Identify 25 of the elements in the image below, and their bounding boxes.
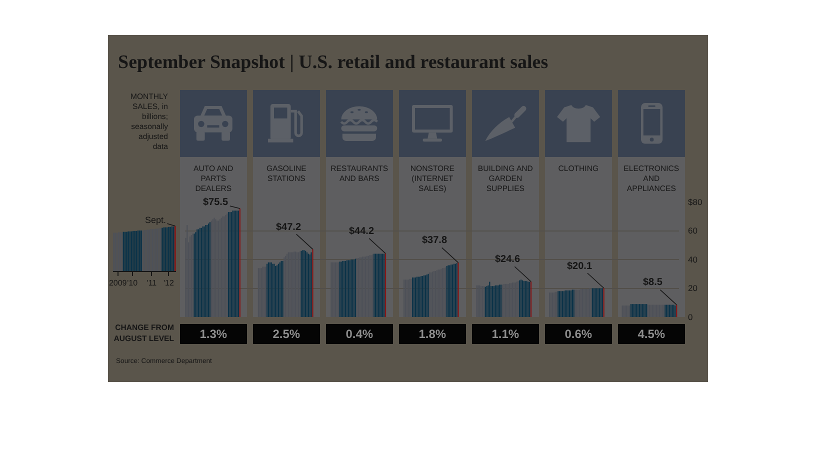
text: 1.1% [492, 326, 520, 340]
text: September Snapshot | U.S. retail and restaurant sales [118, 52, 548, 74]
text: 0.4% [346, 326, 374, 340]
text: 0.6% [564, 326, 592, 340]
x-tick-label: '11 [146, 278, 158, 288]
data-label: $47.2 [276, 222, 302, 233]
text: 1.8% [418, 326, 446, 340]
data-label: $75.5 [203, 197, 228, 208]
x-tick-label: 2009 [108, 278, 128, 288]
data-label: $20.1 [567, 261, 592, 272]
x-tick-label: '10 [127, 278, 138, 288]
text: 2.5% [272, 326, 300, 340]
text: 1.3% [200, 326, 228, 340]
y-tick-label: 20 [688, 283, 698, 294]
x-tick-label: '12 [163, 278, 174, 288]
y-tick-label: 40 [688, 254, 698, 264]
y-tick-label: 60 [688, 226, 698, 236]
y-tick-label: 0 [688, 312, 693, 322]
data-label: $24.6 [495, 254, 520, 265]
data-label: $37.8 [422, 235, 448, 246]
annotation: Sept. [145, 215, 166, 225]
data-label: $44.2 [349, 226, 374, 237]
data-label: $8.5 [643, 277, 663, 288]
text: 4.5% [638, 326, 666, 340]
y-tick-label: $80 [688, 196, 702, 207]
